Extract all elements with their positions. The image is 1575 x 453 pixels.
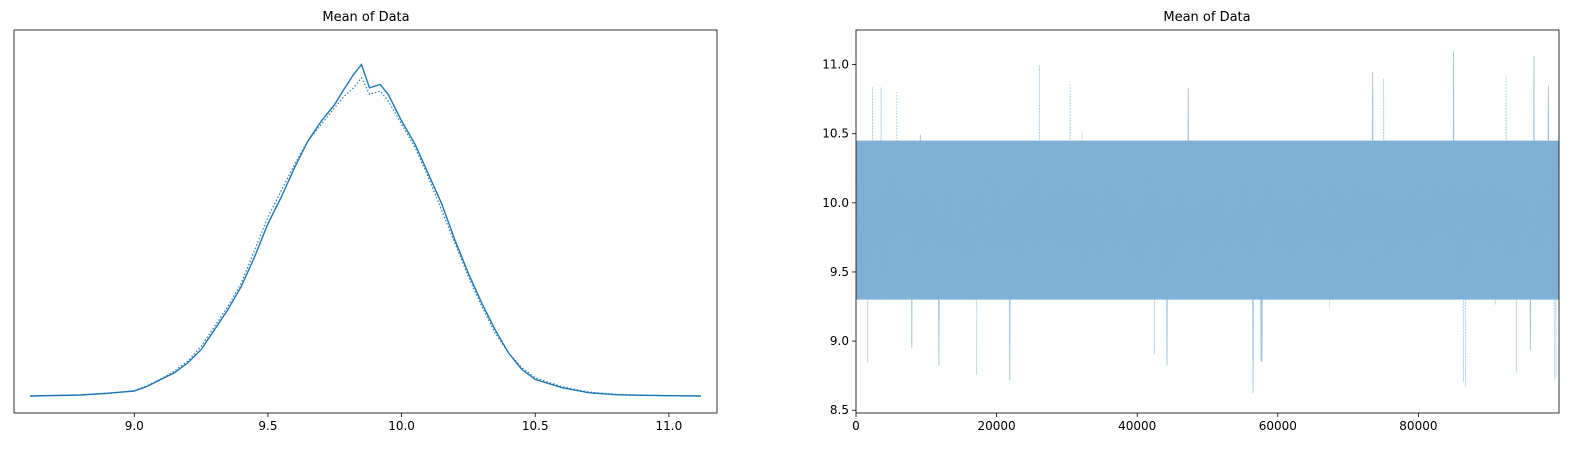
density-series-solid-line [29,63,702,397]
trace-x-tick-label: 60000 [1259,419,1297,433]
density-x-tick-label: 10.0 [388,419,415,433]
density-x-axis: 9.0 9.5 10.0 10.5 11.0 [125,413,683,433]
trace-y-tick-label: 9.0 [830,334,849,348]
trace-y-tick-label: 9.5 [830,265,849,279]
density-plot-area [14,30,717,413]
density-plot-panel: Mean of Data 9.0 9.5 10.0 10.5 11.0 [13,10,718,433]
trace-plot-panel: Mean of Data 0 20000 40000 60000 80000 8.5 9.… [822,10,1560,433]
density-plot-frame [13,29,718,414]
trace-y-tick-label: 8.5 [830,403,849,417]
trace-y-tick-label: 10.0 [822,196,849,210]
density-series-dotted-line [29,76,702,397]
density-x-tick-label: 11.0 [656,419,683,433]
trace-x-tick-label: 0 [852,419,860,433]
trace-plot-title: Mean of Data [1163,10,1250,25]
trace-series-dotted-line [855,65,1560,387]
trace-y-tick-label: 10.5 [822,127,849,141]
trace-x-tick-label: 80000 [1399,419,1437,433]
density-x-tick-label: 10.5 [522,419,549,433]
density-x-tick-label: 9.0 [125,419,144,433]
trace-x-axis: 0 20000 40000 60000 80000 [852,413,1437,433]
trace-plot-frame [855,29,1560,414]
density-x-tick-label: 9.5 [258,419,277,433]
trace-y-axis: 8.5 9.0 9.5 10.0 10.5 11.0 [822,58,856,417]
trace-y-tick-label: 11.0 [822,58,849,72]
density-series-group [29,63,702,397]
density-plot-title: Mean of Data [322,10,409,25]
trace-series-group [855,51,1560,393]
trace-x-tick-label: 40000 [1118,419,1156,433]
trace-x-tick-label: 20000 [978,419,1016,433]
